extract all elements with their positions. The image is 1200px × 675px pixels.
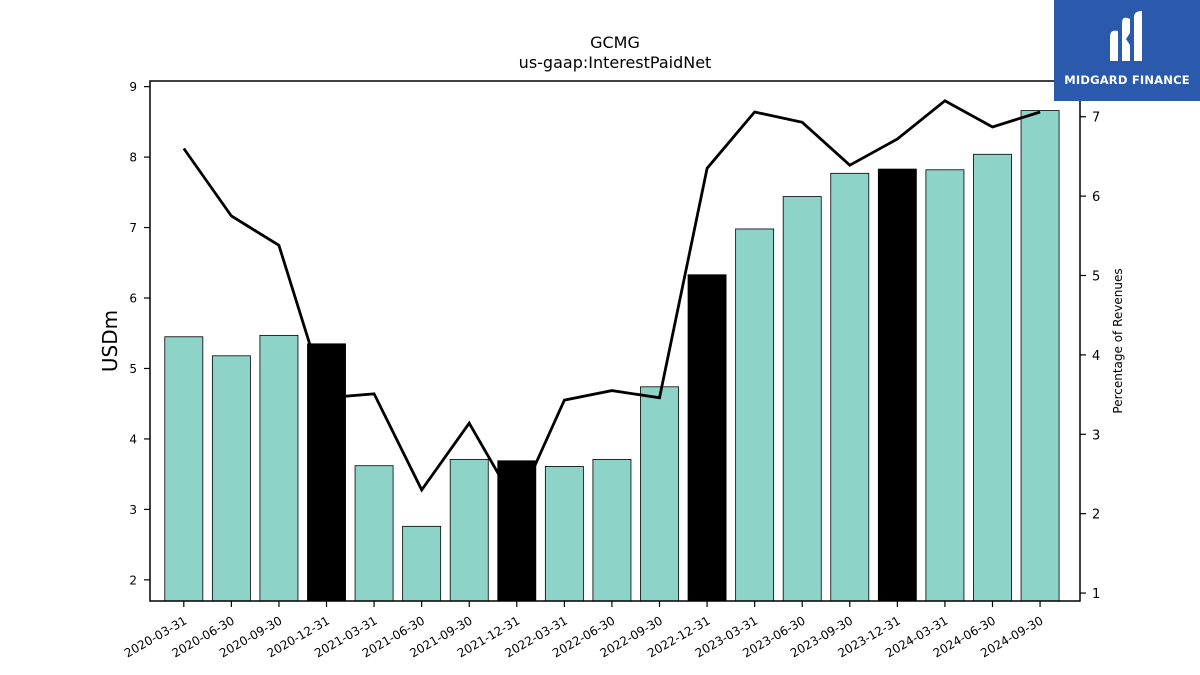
y2-tick-label: 1 [1092,587,1100,602]
y2-tick-label: 2 [1092,508,1100,523]
bar-2021-09-30 [449,458,489,602]
line-layer [182,99,1041,509]
bar-2022-12-31 [687,274,727,602]
y-tick-label: 7 [129,221,137,235]
bar-2021-03-31 [354,465,394,602]
bar-2023-06-30 [782,196,822,602]
y-tick-label: 8 [129,151,137,165]
bar-2020-09-30 [259,334,299,602]
brand-name: MIDGARD FINANCE [1064,73,1190,87]
midgard-logo-icon [1110,11,1142,62]
y2-tick-label: 6 [1092,190,1100,205]
line-series-percentage [182,99,1041,509]
bar-2024-09-30 [1020,110,1060,602]
y2-tick-label: 7 [1092,111,1100,126]
bar-2023-09-30 [830,172,870,602]
bar-2021-06-30 [402,525,442,602]
y-tick-label: 9 [129,80,137,94]
y2-tick-label: 5 [1092,270,1100,285]
bar-2023-03-31 [735,228,775,602]
y-tick-label: 6 [129,292,137,306]
y-tick-label: 2 [129,573,137,587]
y-tick-label: 3 [129,503,137,517]
bar-2022-06-30 [592,458,632,602]
bars-layer [164,110,1060,602]
y-axis-label: USDm [98,310,122,372]
y2-tick-label: 3 [1092,428,1100,443]
bar-2020-06-30 [211,355,251,602]
y2-tick-label: 4 [1092,349,1100,364]
y-tick-label: 4 [129,432,137,446]
bar-2023-12-31 [877,168,917,602]
bar-2022-09-30 [640,386,679,602]
chart-subtitle: us-gaap:InterestPaidNet [519,53,712,72]
y-tick-label: 5 [129,362,137,376]
y2-axis-label: Percentage of Revenues [1111,268,1125,413]
bar-2022-03-31 [544,466,584,602]
bar-2020-12-31 [307,343,346,602]
bar-2024-03-31 [925,169,965,602]
plot-frame [149,80,1081,602]
chart-title: GCMG [590,33,640,52]
bar-2020-03-31 [164,336,204,602]
brand-logo: MIDGARD FINANCE [1054,0,1200,101]
bar-2024-06-30 [973,153,1012,602]
